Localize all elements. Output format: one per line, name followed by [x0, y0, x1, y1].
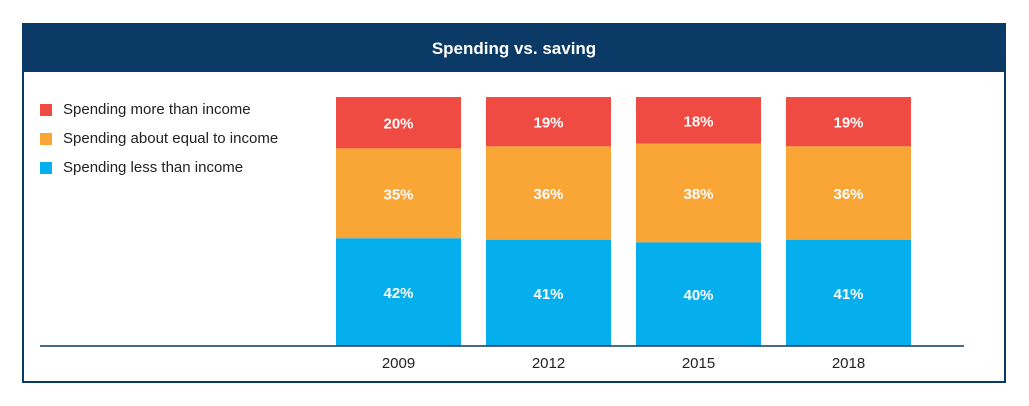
- legend-swatch-more: [40, 103, 52, 116]
- x-tick-label-2018: 2018: [832, 355, 865, 372]
- bar-equal-2018: [786, 146, 911, 240]
- legend-swatch-equal: [40, 132, 52, 145]
- legend-label-more: Spending more than income: [63, 101, 251, 118]
- data-label-less-2009: 42%: [383, 285, 413, 302]
- bar-less-2018: [786, 239, 911, 346]
- data-label-less-2015: 40%: [683, 287, 713, 304]
- title-bar: Spending vs. saving: [24, 25, 1004, 72]
- bar-less-2015: [636, 242, 761, 346]
- bar-equal-2015: [636, 143, 761, 243]
- legend-item-more: Spending more than income: [40, 95, 278, 124]
- data-label-more-2009: 20%: [383, 116, 413, 133]
- data-label-equal-2012: 36%: [533, 186, 563, 203]
- legend-label-less: Spending less than income: [63, 159, 244, 176]
- legend-label-equal: Spending about equal to income: [63, 130, 279, 147]
- bar-equal-2009: [336, 148, 461, 239]
- legend-item-equal: Spending about equal to income: [40, 124, 278, 153]
- bar-more-2015: [636, 97, 761, 144]
- data-label-equal-2009: 35%: [383, 186, 413, 203]
- bar-less-2012: [486, 239, 611, 346]
- data-label-more-2018: 19%: [833, 115, 863, 132]
- data-label-equal-2018: 36%: [833, 186, 863, 203]
- bar-equal-2012: [486, 146, 611, 240]
- x-tick-label-2012: 2012: [532, 355, 565, 372]
- legend-item-less: Spending less than income: [40, 153, 278, 182]
- bar-more-2009: [336, 97, 461, 149]
- bar-less-2009: [336, 238, 461, 346]
- chart-frame: Spending vs. saving Spending more than i…: [22, 23, 1006, 383]
- bar-more-2018: [786, 97, 911, 147]
- data-label-more-2012: 19%: [533, 115, 563, 132]
- legend-swatch-less: [40, 161, 52, 174]
- data-label-more-2015: 18%: [683, 113, 713, 130]
- chart-title: Spending vs. saving: [431, 38, 597, 58]
- stacked-bar-chart: 42% 35% 20% 2009 41% 36% 19% 2012 40% 38% 18% 2015 4…: [40, 97, 964, 372]
- data-label-less-2018: 41%: [833, 286, 863, 303]
- x-tick-label-2009: 2009: [382, 355, 415, 372]
- legend: Spending more than income Spending about…: [40, 95, 278, 182]
- x-tick-label-2015: 2015: [682, 355, 715, 372]
- data-label-equal-2015: 38%: [683, 186, 713, 203]
- data-label-less-2012: 41%: [533, 286, 563, 303]
- bar-more-2012: [486, 97, 611, 147]
